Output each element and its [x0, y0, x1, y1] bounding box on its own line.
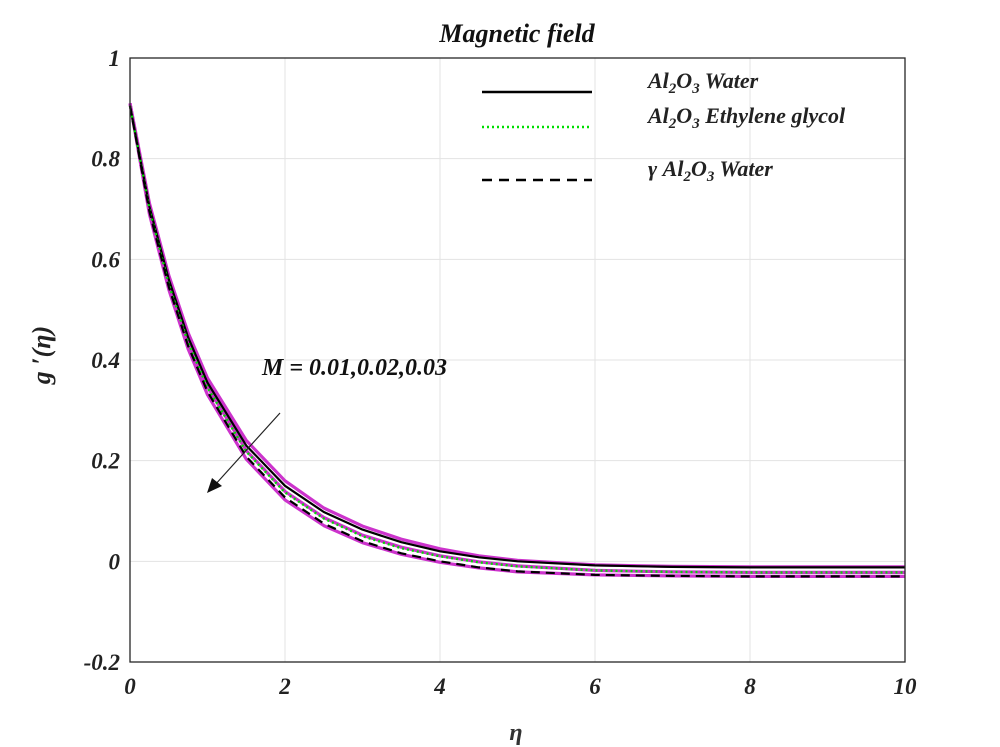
legend-label-part: γ Al	[648, 156, 684, 181]
x-tick-label: 0	[124, 674, 136, 699]
axes-frame	[129, 57, 906, 663]
legend-label-part: Water	[700, 68, 759, 93]
y-tick-label: 0.4	[91, 348, 120, 373]
legend-label-part: O	[676, 103, 692, 128]
legend-label: Al2O3 Ethylene glycol	[646, 103, 846, 132]
legend-label-part: Al	[646, 68, 670, 93]
axes	[129, 57, 906, 663]
y-tick-label: 0	[109, 549, 121, 574]
series-layer	[128, 102, 905, 578]
legend-label-part: Water	[714, 156, 773, 181]
x-tick-label: 6	[589, 674, 601, 699]
legend-label-part: O	[691, 156, 707, 181]
legend-label-part: O	[676, 68, 692, 93]
legend-label-part: 2	[668, 116, 677, 132]
annotation-arrow-head	[207, 478, 222, 493]
series-line	[128, 105, 905, 569]
x-tick-label: 2	[278, 674, 291, 699]
chart-title: Magnetic field	[438, 19, 595, 48]
series-line	[128, 103, 905, 574]
x-tick-label: 8	[744, 674, 756, 699]
series-line	[128, 105, 905, 578]
y-axis-label: g ′(η)	[27, 326, 56, 385]
x-tick-label: 4	[433, 674, 446, 699]
legend-label: γ Al2O3 Water	[648, 156, 773, 185]
annotation: M = 0.01,0.02,0.03	[207, 355, 447, 493]
annotation-arrow-shaft	[213, 412, 281, 487]
legend-label-part: 2	[668, 81, 677, 97]
legend-label-part: 2	[682, 169, 691, 185]
y-tick-label: 1	[109, 46, 121, 71]
legend-label-part: 3	[691, 116, 700, 132]
y-tick-label: 0.2	[91, 449, 120, 474]
legend-label: Al2O3 Water	[646, 68, 759, 97]
x-tick-label: 10	[894, 674, 918, 699]
tick-labels: 0 2 4 6 8 10-0.200.20.40.60.81	[84, 46, 917, 699]
x-axis-label: η	[509, 720, 522, 746]
legend-label-part: Ethylene glycol	[700, 103, 846, 128]
legend-label-part: 3	[706, 169, 715, 185]
y-tick-label: 0.6	[91, 247, 120, 272]
legend-label-part: Al	[646, 103, 670, 128]
legend-label-part: 3	[691, 81, 700, 97]
annotation-text: M = 0.01,0.02,0.03	[261, 355, 447, 381]
y-tick-label: -0.2	[84, 650, 120, 675]
y-tick-label: 0.8	[91, 147, 120, 172]
